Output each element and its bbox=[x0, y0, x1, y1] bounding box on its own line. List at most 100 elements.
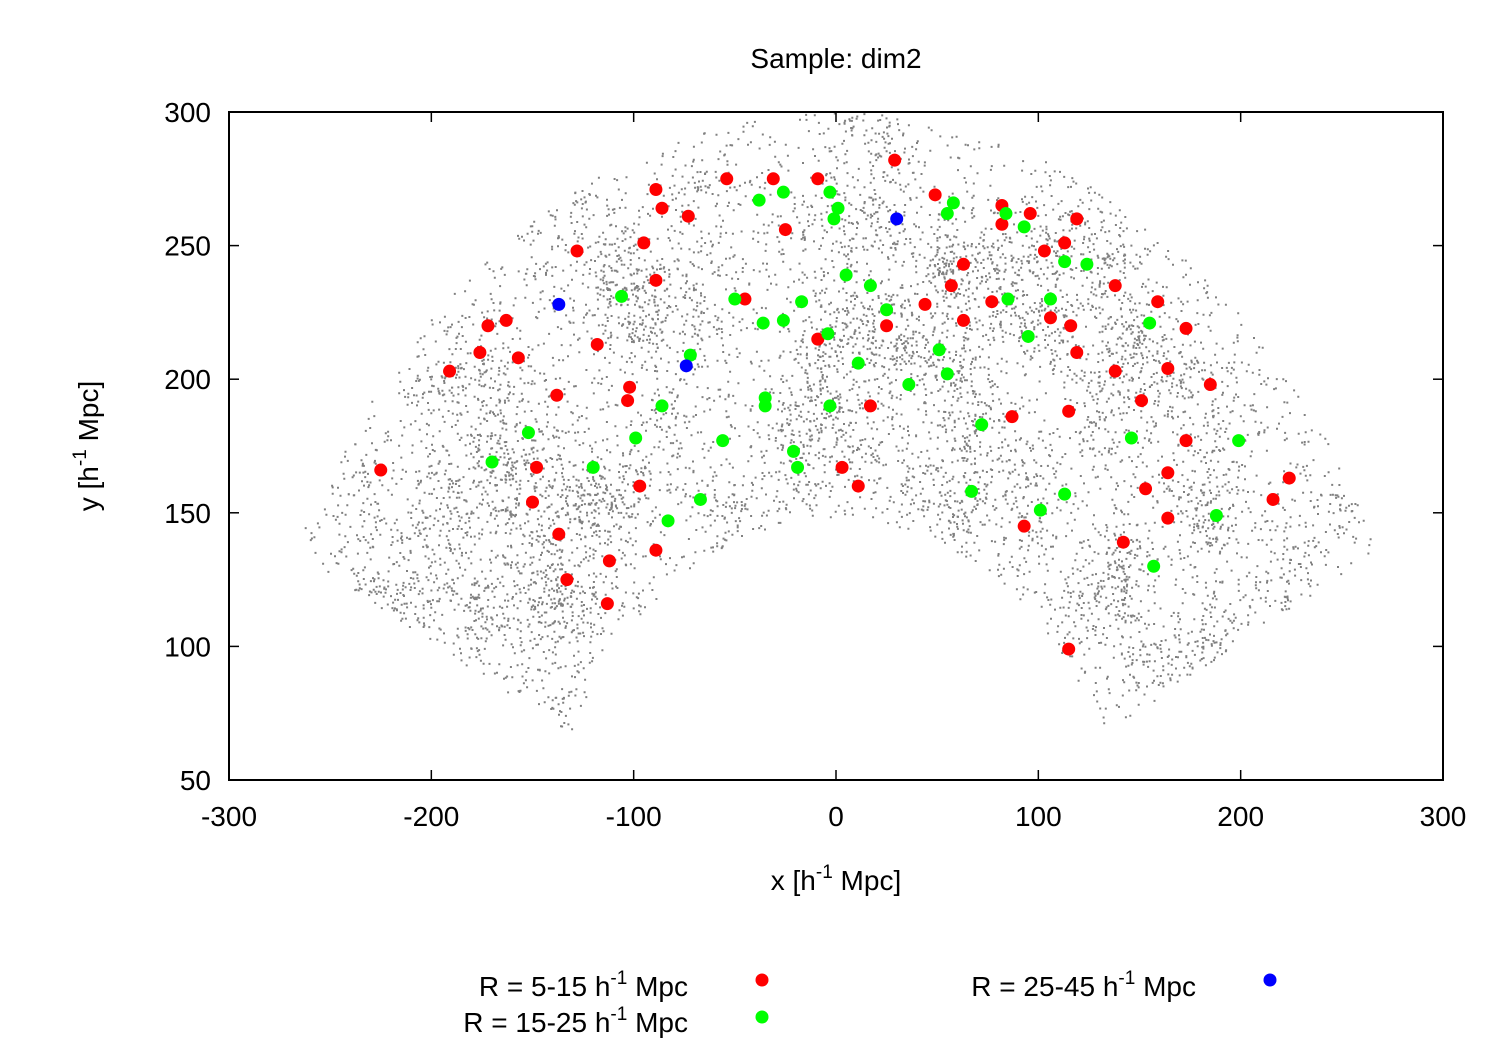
x-tick-label: 300 bbox=[1420, 801, 1467, 832]
point-r-5-15 bbox=[1005, 410, 1019, 424]
point-r-5-15 bbox=[1161, 466, 1175, 480]
point-r-5-15 bbox=[1139, 482, 1153, 496]
legend-label-r25-45-sup: -1 bbox=[1118, 968, 1135, 989]
point-r-15-25 bbox=[693, 492, 707, 506]
point-r-15-25 bbox=[965, 484, 979, 498]
point-r-5-15 bbox=[655, 201, 669, 215]
legend-marker-r5-15 bbox=[755, 973, 769, 987]
point-r-15-25 bbox=[716, 434, 730, 448]
point-r-15-25 bbox=[1080, 257, 1094, 271]
point-r-15-25 bbox=[975, 418, 989, 432]
point-r-15-25 bbox=[752, 193, 766, 207]
point-r-5-15 bbox=[880, 319, 894, 333]
point-r-5-15 bbox=[888, 153, 902, 167]
point-r-15-25 bbox=[1058, 487, 1072, 501]
point-r-15-25 bbox=[629, 431, 643, 445]
point-r-15-25 bbox=[940, 207, 954, 221]
point-r-5-15 bbox=[552, 527, 566, 541]
legend-label-r25-45-pre: R = 25-45 h bbox=[971, 971, 1118, 1002]
point-r-15-25 bbox=[756, 316, 770, 330]
point-r-5-15 bbox=[1151, 295, 1165, 309]
point-r-5-15 bbox=[1135, 394, 1149, 408]
point-r-15-25 bbox=[1021, 329, 1035, 343]
x-tick-label: 100 bbox=[1015, 801, 1062, 832]
legend: R = 5-15 h-1 Mpc R = 15-25 h-1 Mpc R = 2… bbox=[463, 968, 1277, 1038]
point-r-5-15 bbox=[1037, 244, 1051, 258]
point-r-15-25 bbox=[1209, 508, 1223, 522]
point-r-15-25 bbox=[902, 378, 916, 392]
x-tick-label: -100 bbox=[606, 801, 662, 832]
point-r-5-15 bbox=[1070, 212, 1084, 226]
y-tick-label: 250 bbox=[164, 231, 211, 262]
point-r-5-15 bbox=[1179, 434, 1193, 448]
point-r-5-15 bbox=[928, 188, 942, 202]
legend-label-r15-25-pre: R = 15-25 h bbox=[463, 1007, 610, 1038]
point-r-5-15 bbox=[1023, 207, 1037, 221]
point-r-5-15 bbox=[1043, 311, 1057, 325]
x-axis-label-post: Mpc] bbox=[833, 865, 901, 896]
point-r-5-15 bbox=[526, 495, 539, 509]
point-r-5-15 bbox=[738, 292, 752, 306]
point-r-5-15 bbox=[766, 172, 780, 186]
point-r-5-15 bbox=[995, 217, 1009, 231]
point-r-15-25 bbox=[586, 460, 600, 474]
point-r-5-15 bbox=[550, 388, 564, 402]
point-r-15-25 bbox=[728, 292, 742, 306]
point-r-5-15 bbox=[1161, 362, 1175, 376]
y-axis-label: y [h-1 Mpc] bbox=[70, 381, 104, 512]
chart-title: Sample: dim2 bbox=[750, 43, 921, 74]
legend-label-r15-25: R = 15-25 h-1 Mpc bbox=[463, 1004, 688, 1038]
y-axis-label-sup: -1 bbox=[70, 449, 91, 466]
point-r-15-25 bbox=[1017, 220, 1031, 234]
point-r-5-15 bbox=[956, 313, 970, 327]
point-r-5-15 bbox=[1017, 519, 1031, 533]
point-r-5-15 bbox=[1161, 511, 1175, 525]
point-r-15-25 bbox=[823, 185, 837, 199]
point-r-5-15 bbox=[570, 244, 584, 258]
point-r-15-25 bbox=[839, 268, 853, 282]
legend-label-r25-45: R = 25-45 h-1 Mpc bbox=[971, 968, 1196, 1002]
point-r-5-15 bbox=[811, 332, 825, 346]
point-r-5-15 bbox=[443, 364, 457, 378]
point-r-5-15 bbox=[649, 543, 663, 557]
point-r-15-25 bbox=[615, 289, 629, 303]
point-r-15-25 bbox=[831, 201, 845, 215]
point-r-5-15 bbox=[811, 172, 825, 186]
y-axis-label-post: Mpc] bbox=[73, 381, 104, 449]
x-tick-label: -300 bbox=[201, 801, 257, 832]
point-r-15-25 bbox=[791, 460, 805, 474]
point-r-15-25 bbox=[1043, 292, 1057, 306]
point-r-5-15 bbox=[530, 460, 544, 474]
legend-label-r25-45-post: Mpc bbox=[1135, 971, 1196, 1002]
point-r-15-25 bbox=[776, 313, 790, 327]
point-r-5-15 bbox=[560, 573, 574, 587]
y-tick-label: 150 bbox=[164, 498, 211, 529]
point-r-5-15 bbox=[851, 479, 865, 493]
x-tick-label: 200 bbox=[1217, 801, 1264, 832]
point-r-5-15 bbox=[623, 380, 637, 394]
legend-label-r5-15: R = 5-15 h-1 Mpc bbox=[479, 968, 688, 1002]
point-r-15-25 bbox=[521, 426, 535, 440]
point-r-5-15 bbox=[1108, 364, 1122, 378]
point-r-15-25 bbox=[999, 207, 1013, 221]
point-r-15-25 bbox=[827, 212, 841, 226]
point-r-5-15 bbox=[1179, 321, 1193, 335]
point-r-15-25 bbox=[823, 399, 837, 413]
y-tick-label: 200 bbox=[164, 364, 211, 395]
point-r-15-25 bbox=[485, 455, 499, 469]
point-r-5-15 bbox=[1070, 345, 1084, 359]
point-r-5-15 bbox=[1116, 535, 1130, 549]
x-axis-label: x [h-1 Mpc] bbox=[771, 862, 902, 896]
point-r-15-25 bbox=[940, 367, 954, 381]
axis-ticks: -300 -200 -100 0 100 200 300 50 100 150 200 250 300 bbox=[164, 97, 1466, 832]
point-r-5-15 bbox=[1203, 378, 1217, 392]
point-r-15-25 bbox=[880, 303, 894, 317]
point-r-15-25 bbox=[851, 356, 865, 370]
legend-label-r15-25-post: Mpc bbox=[627, 1007, 688, 1038]
point-r-15-25 bbox=[661, 514, 675, 528]
point-r-15-25 bbox=[946, 196, 960, 210]
point-r-5-15 bbox=[633, 479, 647, 493]
point-r-15-25 bbox=[1124, 431, 1138, 445]
